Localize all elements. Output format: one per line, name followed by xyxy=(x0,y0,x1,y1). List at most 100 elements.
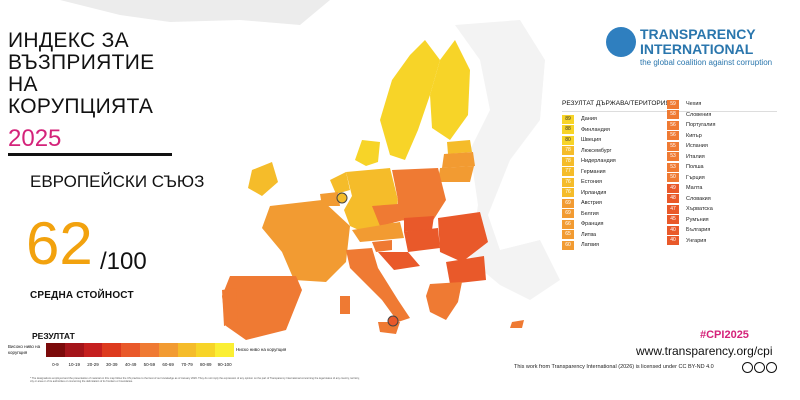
title-line: ВЪЗПРИЯТИЕ xyxy=(8,51,155,74)
table-score: 55 xyxy=(667,141,679,151)
table-row: 47 Хърватска xyxy=(667,204,777,215)
legend-swatch xyxy=(102,343,122,357)
table-row: 53 Италия xyxy=(667,152,777,163)
table-score: 40 xyxy=(667,236,679,246)
country-finland xyxy=(430,40,470,140)
legend-tick-label: 90-100 xyxy=(217,362,232,367)
table-score: 50 xyxy=(667,173,679,183)
legend-tick-label: 10-19 xyxy=(68,362,80,367)
table-score: 56 xyxy=(667,131,679,141)
country-czechia xyxy=(372,204,404,226)
country-denmark xyxy=(355,140,380,166)
cc-icon xyxy=(742,362,753,373)
table-score: 78 xyxy=(562,146,574,156)
title-year: 2025 xyxy=(8,125,62,152)
table-score: 60 xyxy=(562,240,574,250)
table-country: Дания xyxy=(581,116,597,123)
table-score: 80 xyxy=(562,135,574,145)
table-country: Ирландия xyxy=(581,189,607,196)
country-latvia xyxy=(442,152,475,168)
table-score: 65 xyxy=(562,230,574,240)
region-label: ЕВРОПЕЙСКИ СЪЮЗ xyxy=(30,172,205,191)
org-name: TRANSPARENCY INTERNATIONAL xyxy=(640,26,756,57)
table-row: 76 Ирландия xyxy=(562,188,672,199)
legend-swatch xyxy=(139,343,159,357)
country-austria xyxy=(352,222,404,242)
table-country: Гърция xyxy=(686,174,705,181)
table-row: 55 Испания xyxy=(667,141,777,152)
country-portugal xyxy=(222,288,238,326)
hashtag: #CPI2025 xyxy=(700,329,749,341)
table-score: 45 xyxy=(667,215,679,225)
score-table-column: 59 Чехия 58 Словения 56 Португалия 56 Кипър 55 Ис… xyxy=(667,99,777,246)
table-score: 69 xyxy=(562,209,574,219)
legend-swatch xyxy=(215,343,234,357)
page-title: ИНДЕКС ЗА ВЪЗПРИЯТИЕ НА КОРУПЦИЯТА xyxy=(8,30,154,118)
table-score: 76 xyxy=(562,177,574,187)
table-row: 76 Естония xyxy=(562,177,672,188)
website-link[interactable]: www.transparency.org/cpi xyxy=(636,344,773,358)
table-country: Литва xyxy=(581,231,597,238)
country-sweden xyxy=(380,40,440,160)
table-score: 76 xyxy=(562,188,574,198)
by-icon xyxy=(754,362,765,373)
average-score: 62 xyxy=(26,210,93,277)
table-row: 56 Кипър xyxy=(667,131,777,142)
nd-icon xyxy=(766,362,777,373)
legend-color-bar xyxy=(46,343,234,357)
legend-ticks: 0-9 10-19 20-29 30-39 40-49 50-59 60-69 70-79 80… xyxy=(46,362,234,367)
table-row: 53 Полша xyxy=(667,162,777,173)
table-row: 40 Унгария xyxy=(667,236,777,247)
table-score: 89 xyxy=(562,114,574,124)
table-country: Германия xyxy=(581,168,606,175)
table-row: 65 Литва xyxy=(562,230,672,241)
table-country: Нидерландия xyxy=(581,158,616,165)
legend-low-label: Високо ниво на корупция xyxy=(8,344,41,355)
legend-tick-label: 50-59 xyxy=(143,362,156,367)
country-lithuania xyxy=(438,166,474,182)
average-max: /100 xyxy=(100,248,147,275)
country-italy xyxy=(346,248,410,322)
table-header-score: РЕЗУЛТАТ xyxy=(562,100,595,107)
table-country: Белгия xyxy=(581,210,599,217)
table-row: 69 Белгия xyxy=(562,209,672,220)
table-country: Испания xyxy=(686,143,708,150)
legend-tick-label: 0-9 xyxy=(52,362,59,367)
country-italy-sardinia xyxy=(340,296,350,314)
table-row: 88 Финландия xyxy=(562,125,672,136)
legend-swatch xyxy=(83,343,103,357)
legend-tick-label: 30-39 xyxy=(106,362,118,367)
table-row: 78 Люксембург xyxy=(562,146,672,157)
country-ireland xyxy=(248,162,278,196)
ti-logo-icon xyxy=(606,27,636,57)
score-table-column: 89 Дания 88 Финландия 80 Швеция 78 Люксембург 78… xyxy=(562,114,672,251)
table-country: Франция xyxy=(581,221,604,228)
table-country: Австрия xyxy=(581,200,602,207)
country-hungary xyxy=(404,228,440,252)
table-score: 66 xyxy=(562,219,574,229)
table-row: 45 Румъния xyxy=(667,215,777,226)
table-country: България xyxy=(686,227,711,234)
table-row: 69 Австрия xyxy=(562,198,672,209)
marker-malta xyxy=(387,315,399,327)
legend-swatch xyxy=(196,343,216,357)
table-row: 49 Малта xyxy=(667,183,777,194)
org-tagline: the global coalition against corruption xyxy=(640,58,773,67)
legend-swatch xyxy=(177,343,197,357)
table-score: 49 xyxy=(667,183,679,193)
table-country: Люксембург xyxy=(581,147,612,154)
table-row: 48 Словакия xyxy=(667,194,777,205)
table-country: Швеция xyxy=(581,137,602,144)
title-line: ИНДЕКС ЗА xyxy=(8,29,129,52)
legend-tick-label: 60-69 xyxy=(162,362,174,367)
table-row: 78 Нидерландия xyxy=(562,156,672,167)
title-line: КОРУПЦИЯТА xyxy=(8,95,154,118)
table-row: 80 Швеция xyxy=(562,135,672,146)
country-romania xyxy=(438,212,488,262)
country-poland xyxy=(392,168,446,222)
legend-swatch xyxy=(158,343,178,357)
table-row: 77 Германия xyxy=(562,167,672,178)
country-estonia xyxy=(447,140,472,154)
cc-licence-icons xyxy=(742,362,777,373)
table-country: Полша xyxy=(686,164,704,171)
